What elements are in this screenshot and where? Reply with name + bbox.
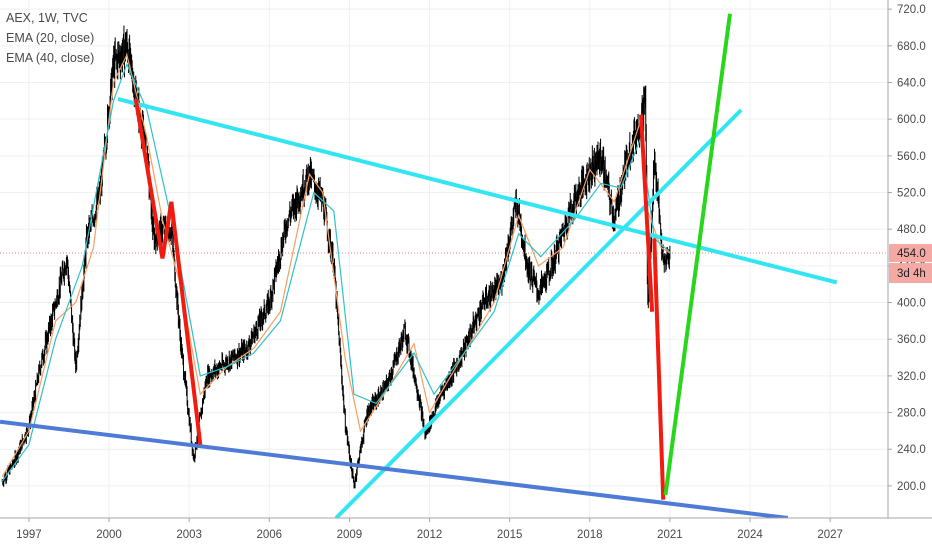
price-badge: [889, 244, 932, 263]
chart-marks: [0, 13, 888, 520]
y-tick-label: 480.0: [897, 224, 926, 236]
red-trendline[interactable]: [133, 98, 165, 259]
grid: [0, 0, 888, 518]
green-trendline[interactable]: [663, 13, 732, 496]
red-trendline[interactable]: [652, 238, 666, 500]
cyan-trendline[interactable]: [117, 97, 838, 285]
y-tick-label: 360.0: [897, 334, 926, 346]
y-tick-label: 320.0: [897, 371, 926, 383]
cyan-trendline[interactable]: [334, 108, 743, 520]
y-tick-label: 200.0: [897, 481, 926, 493]
countdown-badge: [889, 263, 932, 284]
x-tick-label: 2027: [817, 529, 843, 541]
x-tick-label: 2003: [176, 529, 202, 541]
legend-ema40[interactable]: EMA (40, close): [6, 51, 95, 65]
x-tick-label: 2012: [417, 529, 443, 541]
red-trendline[interactable]: [160, 201, 174, 259]
x-tick-label: 1997: [16, 529, 42, 541]
legend-symbol[interactable]: AEX, 1W, TVC: [6, 11, 88, 25]
ema20-line: [1, 53, 671, 478]
x-tick-label: 2015: [497, 529, 523, 541]
x-tick-label: 2000: [96, 529, 122, 541]
x-tick-label: 2009: [337, 529, 363, 541]
price-bars: [1, 25, 671, 489]
y-tick-label: 400.0: [897, 298, 926, 310]
countdown-badge-label: 3d 4h: [897, 268, 926, 280]
red-trendline[interactable]: [169, 201, 203, 445]
red-trendline[interactable]: [638, 114, 655, 312]
y-tick-label: 720.0: [897, 4, 926, 16]
y-tick-label: 640.0: [897, 78, 926, 90]
y-tick-label: 520.0: [897, 188, 926, 200]
y-tick-label: 240.0: [897, 444, 926, 456]
y-tick-label: 680.0: [897, 41, 926, 53]
time-axis-bg: [0, 518, 932, 550]
x-tick-label: 2024: [737, 529, 763, 541]
price-badge-label: 454.0: [897, 248, 926, 260]
y-tick-label: 560.0: [897, 151, 926, 163]
blue-trendline[interactable]: [0, 419, 789, 520]
chart-legend: AEX, 1W, TVC EMA (20, close) EMA (40, cl…: [6, 8, 94, 68]
ema40-line: [1, 62, 671, 482]
x-tick-label: 2021: [657, 529, 683, 541]
x-tick-label: 2018: [577, 529, 603, 541]
y-tick-label: 280.0: [897, 408, 926, 420]
x-tick-label: 2006: [256, 529, 282, 541]
legend-ema20[interactable]: EMA (20, close): [6, 31, 95, 45]
y-tick-label: 600.0: [897, 114, 926, 126]
